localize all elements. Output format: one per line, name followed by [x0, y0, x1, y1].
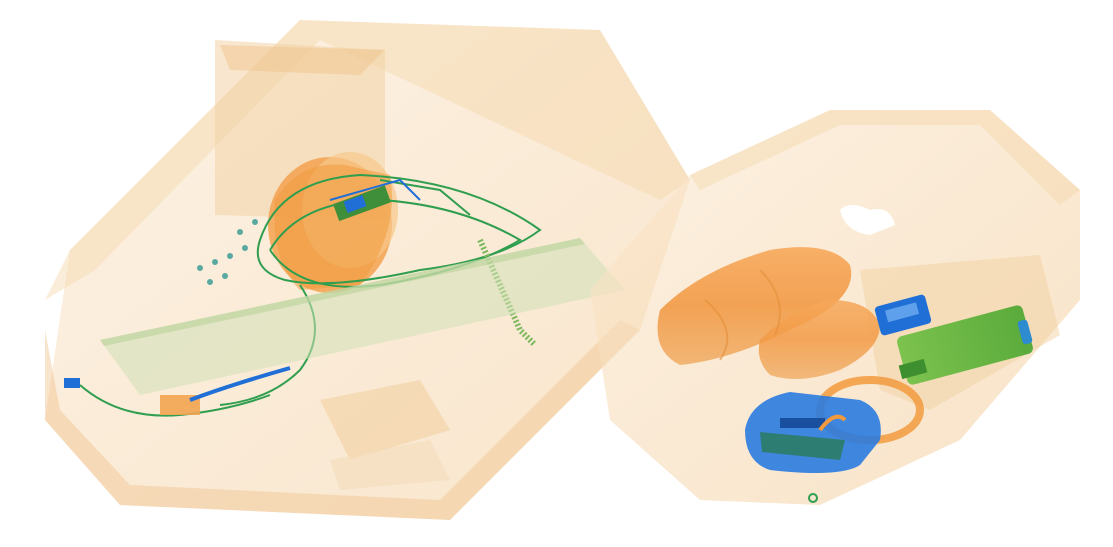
- blue-cartridge: [874, 294, 932, 336]
- dual-rolls: [657, 247, 880, 379]
- connector-strip: [64, 185, 391, 415]
- green-battery: [897, 305, 1033, 385]
- flat-panel: [100, 238, 625, 395]
- blue-device-box: [745, 392, 881, 503]
